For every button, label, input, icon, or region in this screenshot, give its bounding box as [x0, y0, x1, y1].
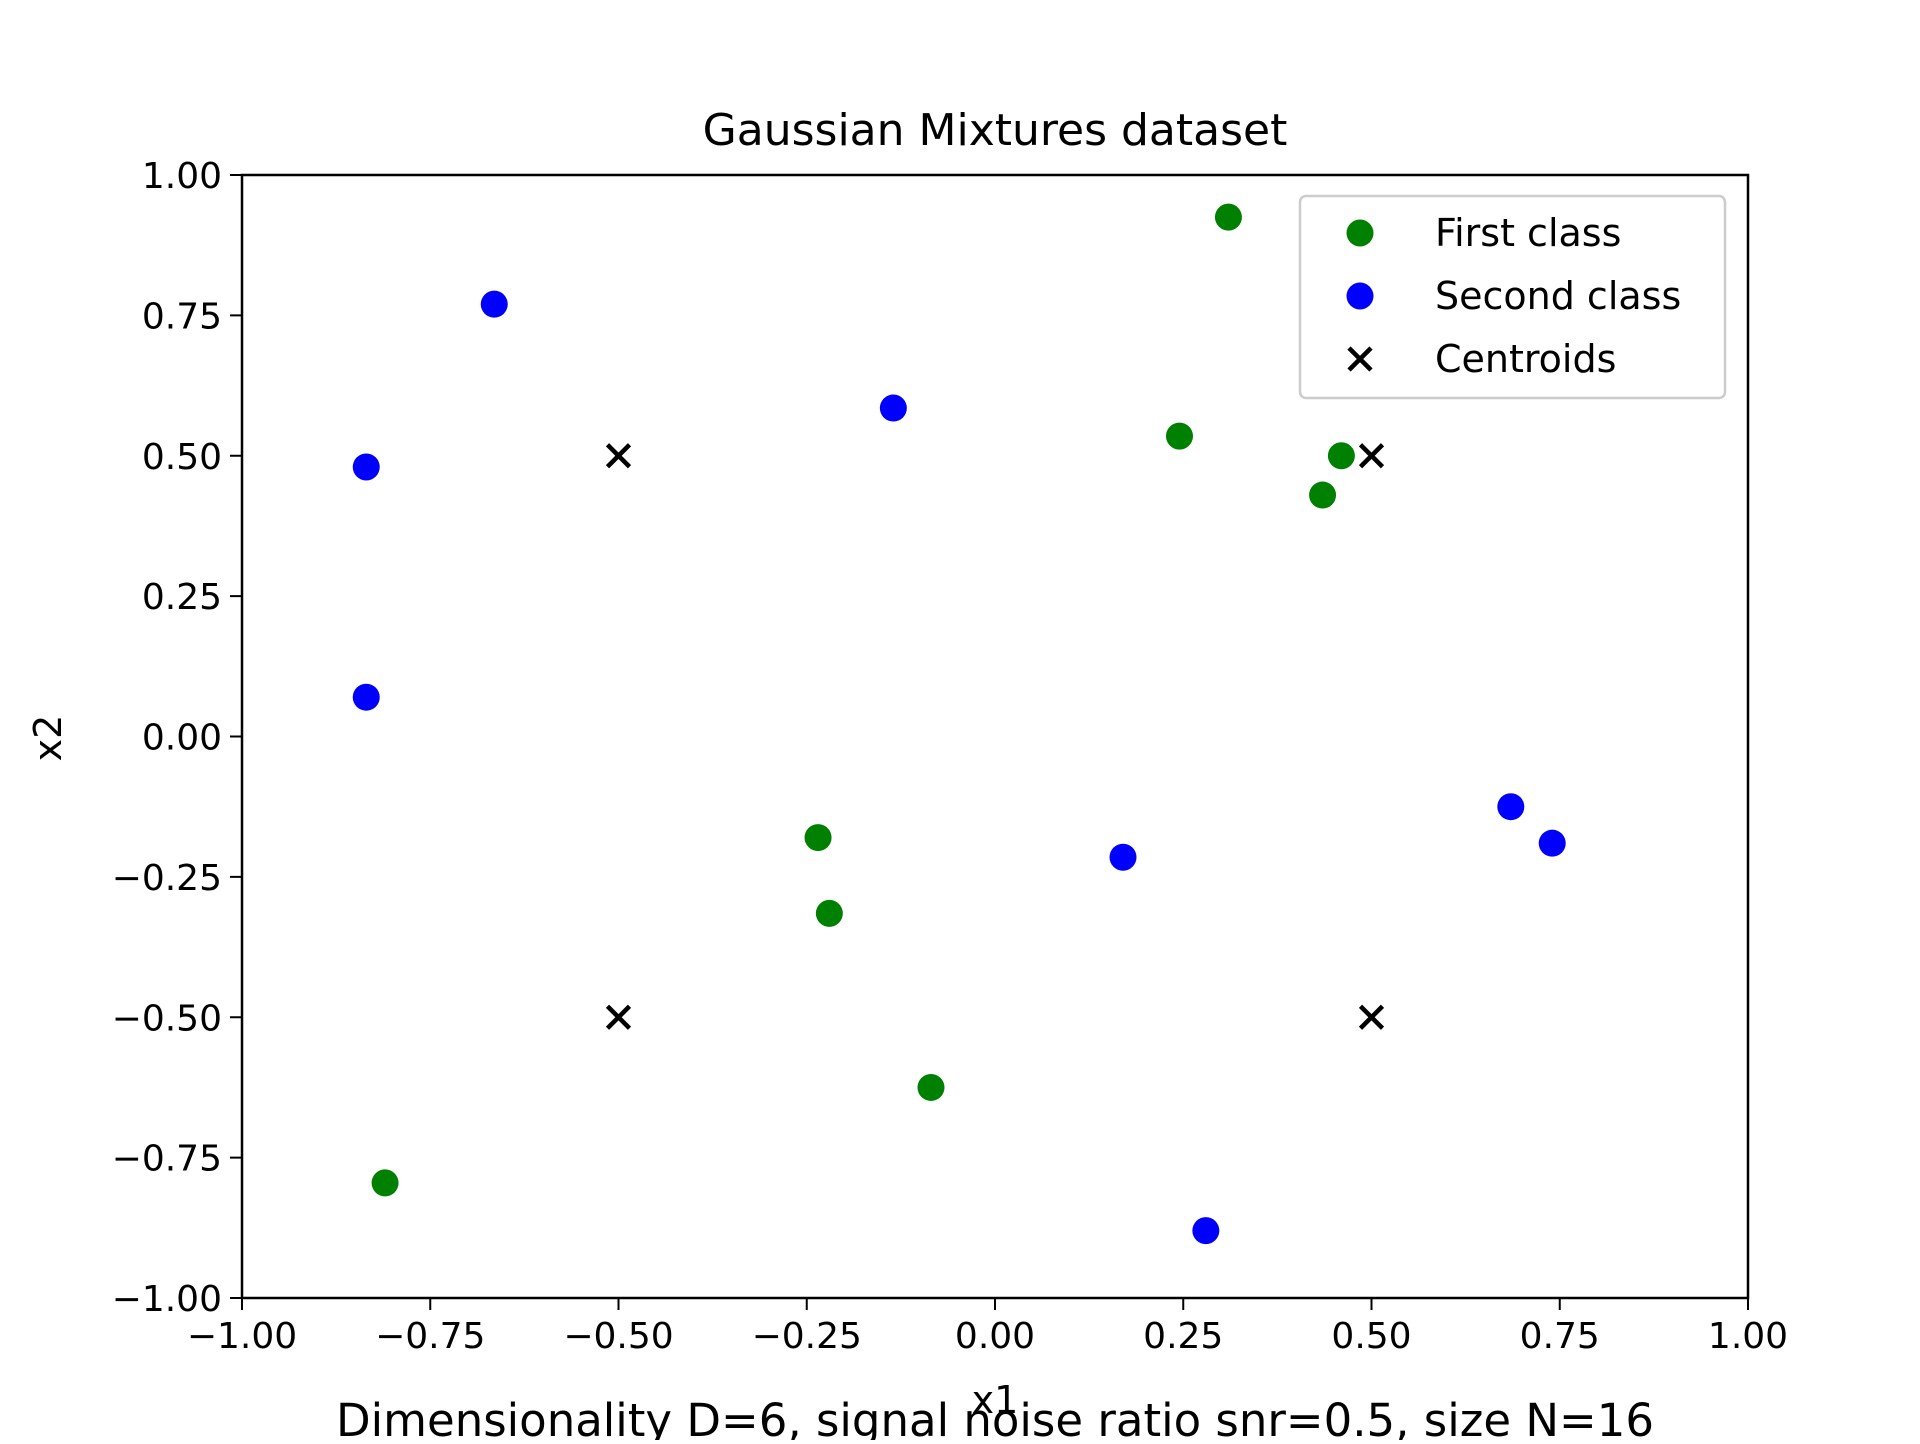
data-point [1165, 422, 1193, 450]
data-point [917, 1073, 945, 1101]
data-point [1309, 481, 1337, 509]
legend-marker [1346, 219, 1374, 247]
x-tick-label: −0.75 [375, 1316, 485, 1357]
plot-area-frame [240, 173, 1750, 1300]
legend: First class Second class Centroids [1298, 194, 1727, 400]
y-tick-label: 0.25 [142, 577, 222, 618]
y-axis-label: x2 [26, 715, 70, 762]
data-point [815, 899, 843, 927]
centroid-marker [1358, 1004, 1385, 1030]
x-tick-label: 0.25 [1143, 1316, 1223, 1357]
data-point [1192, 1217, 1220, 1245]
x-tick-label: 0.00 [955, 1316, 1035, 1357]
y-tick-label: 0.75 [142, 296, 222, 337]
data-point [1214, 203, 1242, 231]
y-tick-label: −1.00 [112, 1279, 222, 1320]
data-point [1538, 829, 1566, 857]
y-tick-label: −0.25 [112, 858, 222, 899]
data-point [1109, 843, 1137, 871]
legend-marker [1347, 346, 1373, 372]
data-point [1327, 442, 1355, 470]
data-point [352, 683, 380, 711]
legend-box [1298, 194, 1727, 400]
y-tick-label: 0.50 [142, 437, 222, 478]
y-tick-label: 0.00 [142, 718, 222, 759]
data-point [879, 394, 907, 422]
x-tick-label: −0.50 [563, 1316, 673, 1357]
data-points [352, 203, 1566, 1245]
x-tick-label: 1.00 [1708, 1316, 1788, 1357]
centroid-marker [1358, 443, 1385, 469]
x-axis-label: x1 [972, 1378, 1019, 1422]
chart-title: Gaussian Mixtures dataset [703, 105, 1288, 156]
data-point [352, 453, 380, 481]
y-tick-label: −0.75 [112, 1139, 222, 1180]
chart-caption: Dimensionality D=6, signal noise ratio s… [336, 1394, 1654, 1440]
x-tick-label: −1.00 [187, 1316, 297, 1357]
centroid-marker [605, 443, 632, 469]
data-point [1497, 793, 1525, 821]
data-point [371, 1169, 399, 1197]
x-tick-label: 0.50 [1331, 1316, 1411, 1357]
legend-marker [1346, 282, 1374, 310]
legend-label: Centroids [1435, 337, 1616, 381]
x-tick-label: −0.25 [752, 1316, 862, 1357]
y-tick-label: 1.00 [142, 156, 222, 197]
data-point [480, 290, 508, 318]
legend-label: First class [1435, 211, 1621, 255]
data-point [804, 824, 832, 852]
legend-label: Second class [1435, 274, 1681, 318]
centroid-marker [605, 1004, 632, 1030]
axis-ticks: −1.00 −0.75 −0.50 −0.25 0.00 0.25 0.50 0.75 1.00… [112, 156, 1788, 1357]
y-tick-label: −0.50 [112, 998, 222, 1039]
x-tick-label: 0.75 [1520, 1316, 1600, 1357]
